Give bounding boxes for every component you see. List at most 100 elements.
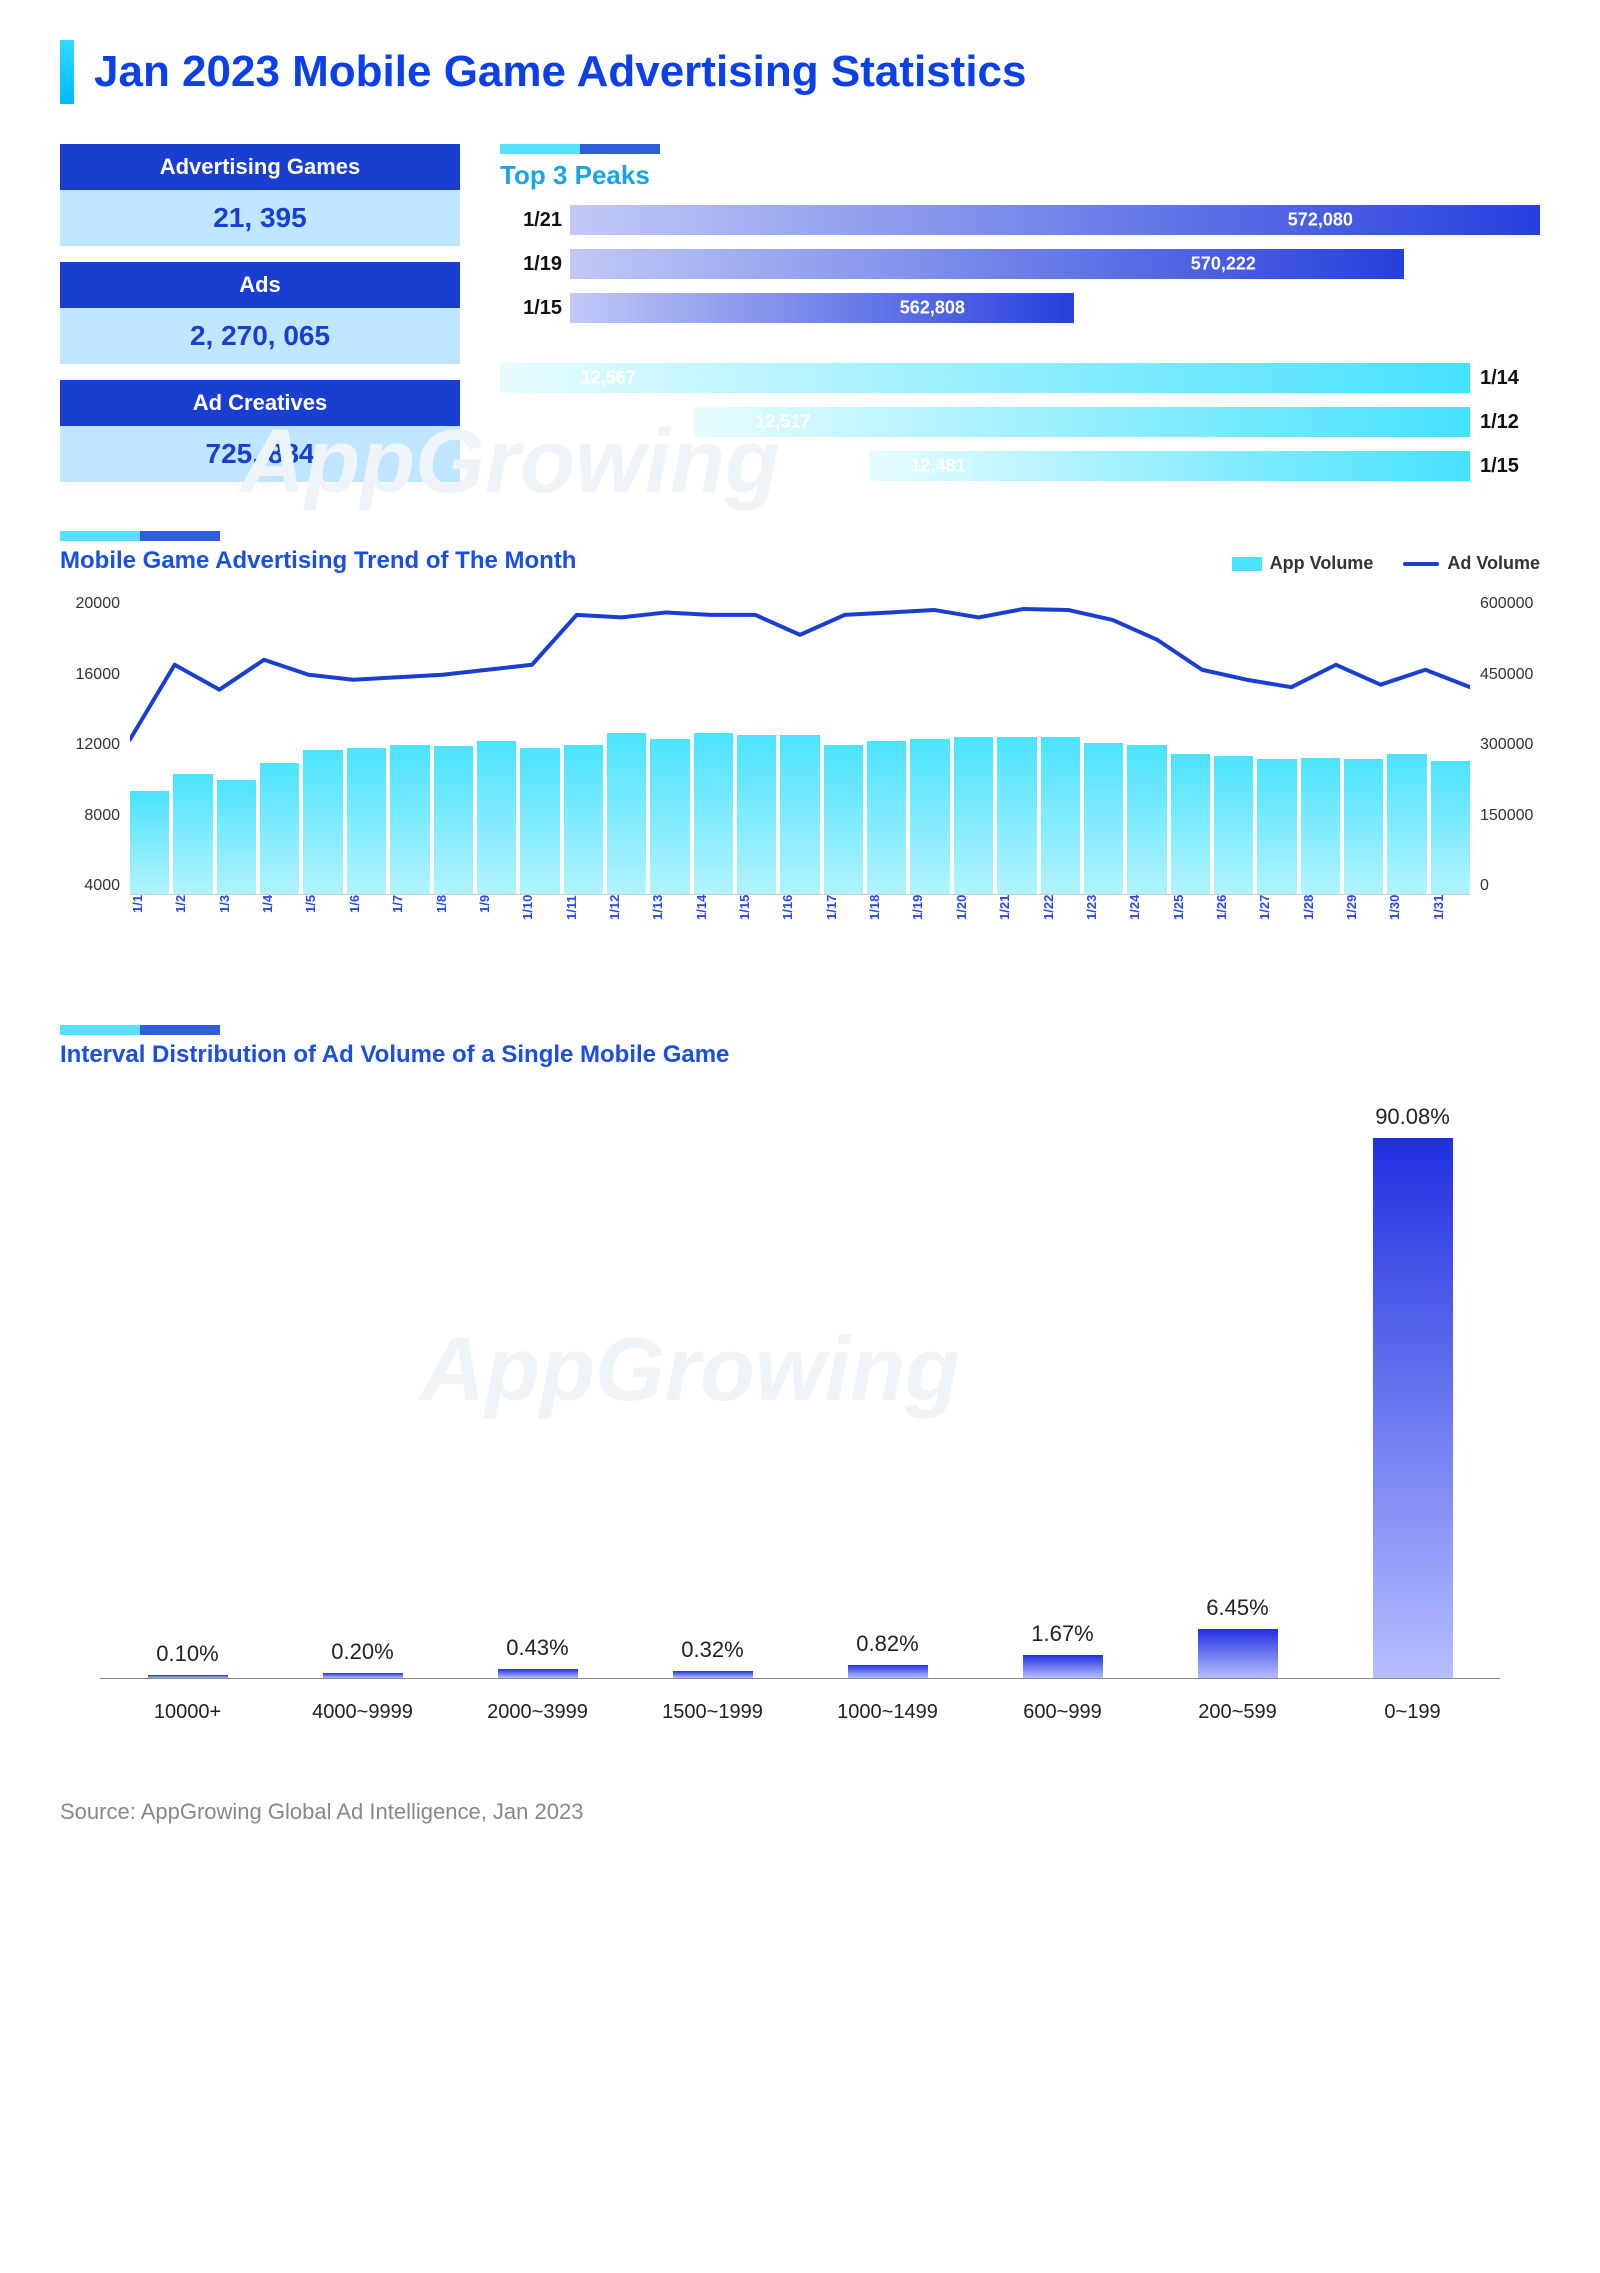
peak-row-blue: 1/19570,222 xyxy=(500,245,1540,283)
swatch-light-icon xyxy=(60,1025,140,1035)
source-footer: Source: AppGrowing Global Ad Intelligenc… xyxy=(60,1799,1540,1825)
trend-y-axis-right: 600000 450000 300000 150000 0 xyxy=(1480,595,1540,895)
interval-section: Interval Distribution of Ad Volume of a … xyxy=(60,1025,1540,1739)
interval-bar xyxy=(848,1665,928,1679)
trend-x-label: 1/6 xyxy=(347,895,386,941)
legend-app-volume: App Volume xyxy=(1232,553,1374,574)
interval-value-label: 90.08% xyxy=(1375,1104,1450,1130)
peak-row-blue: 1/21572,080 xyxy=(500,201,1540,239)
interval-plot: 0.10%0.20%0.43%0.32%0.82%1.67%6.45%90.08… xyxy=(100,1099,1500,1679)
stat-card-label: Ad Creatives xyxy=(60,380,460,426)
trend-chart-wrap: App Volume Ad Volume 2000016000120008000… xyxy=(60,595,1540,935)
peak-bar-wrap: 12,567 xyxy=(500,363,1470,393)
peak-value: 570,222 xyxy=(1191,254,1256,275)
trend-x-label: 1/23 xyxy=(1084,895,1123,941)
peak-value: 562,808 xyxy=(900,298,965,319)
trend-x-label: 1/20 xyxy=(954,895,993,941)
y-tick-left: 16000 xyxy=(60,666,120,684)
peak-bar xyxy=(570,249,1404,279)
stat-card-value: 21, 395 xyxy=(60,190,460,246)
peak-bar-wrap: 12,481 xyxy=(500,451,1470,481)
peak-row-cyan: 1/15 12,481 xyxy=(500,447,1540,485)
interval-bar xyxy=(1023,1655,1103,1678)
peak-value: 12,481 xyxy=(911,456,966,477)
trend-x-label: 1/26 xyxy=(1214,895,1253,941)
interval-x-labels: 10000+4000~99992000~39991500~19991000~14… xyxy=(100,1689,1500,1739)
interval-column: 0.20% xyxy=(275,1099,450,1678)
peak-date: 1/15 xyxy=(1470,455,1540,478)
peak-row-blue: 1/15 562,808 xyxy=(500,289,1540,327)
interval-value-label: 1.67% xyxy=(1031,1621,1093,1647)
peaks-cyan-group: 1/1412,5671/1212,5171/1512,481 xyxy=(500,359,1540,485)
title-accent-bar xyxy=(60,40,74,104)
y-tick-left: 4000 xyxy=(60,877,120,895)
peak-row-cyan: 1/1412,567 xyxy=(500,359,1540,397)
peak-bar-wrap: 12,517 xyxy=(500,407,1470,437)
interval-x-label: 200~599 xyxy=(1150,1689,1325,1739)
y-tick-right: 600000 xyxy=(1480,595,1540,613)
interval-x-label: 1000~1499 xyxy=(800,1689,975,1739)
interval-bar xyxy=(1198,1629,1278,1678)
trend-label-swatches xyxy=(60,531,1540,541)
y-tick-right: 300000 xyxy=(1480,736,1540,754)
stat-card-label: Advertising Games xyxy=(60,144,460,190)
interval-value-label: 0.10% xyxy=(156,1641,218,1667)
interval-x-label: 600~999 xyxy=(975,1689,1150,1739)
interval-bar xyxy=(498,1669,578,1678)
stat-cards-column: Advertising Games21, 395 Ads2, 270, 065 Ad… xyxy=(60,144,460,491)
interval-x-label: 1500~1999 xyxy=(625,1689,800,1739)
trend-x-label: 1/21 xyxy=(997,895,1036,941)
trend-x-label: 1/2 xyxy=(173,895,212,941)
page-title: Jan 2023 Mobile Game Advertising Statist… xyxy=(94,47,1027,97)
top-stats-row: Advertising Games21, 395 Ads2, 270, 065 Ad… xyxy=(60,144,1540,491)
swatch-dark-icon xyxy=(580,144,660,154)
interval-x-label: 4000~9999 xyxy=(275,1689,450,1739)
interval-bar xyxy=(1373,1138,1453,1678)
trend-x-labels: 1/11/21/31/41/51/61/71/81/91/101/111/121… xyxy=(130,895,1470,941)
y-tick-left: 12000 xyxy=(60,736,120,754)
peaks-blue-group: 1/21572,080 1/19570,222 1/15 562,808 xyxy=(500,201,1540,327)
trend-x-label: 1/3 xyxy=(217,895,256,941)
y-tick-right: 450000 xyxy=(1480,666,1540,684)
interval-label-swatches xyxy=(60,1025,1540,1035)
interval-column: 0.82% xyxy=(800,1099,975,1678)
trend-x-label: 1/8 xyxy=(434,895,473,941)
trend-y-axis-left: 20000160001200080004000 xyxy=(60,595,120,895)
interval-value-label: 6.45% xyxy=(1206,1595,1268,1621)
trend-chart: 20000160001200080004000 6000004500003000… xyxy=(60,595,1540,935)
interval-bar xyxy=(148,1675,228,1678)
trend-x-label: 1/27 xyxy=(1257,895,1296,941)
interval-column: 1.67% xyxy=(975,1099,1150,1678)
trend-x-label: 1/5 xyxy=(303,895,342,941)
trend-x-label: 1/22 xyxy=(1041,895,1080,941)
peak-value: 12,517 xyxy=(755,412,810,433)
peak-date: 1/14 xyxy=(1470,367,1540,390)
interval-x-label: 2000~3999 xyxy=(450,1689,625,1739)
legend-ad-line-icon xyxy=(1403,562,1439,566)
trend-x-label: 1/14 xyxy=(694,895,733,941)
trend-x-label: 1/12 xyxy=(607,895,646,941)
legend-app-swatch-icon xyxy=(1232,557,1262,571)
swatch-light-icon xyxy=(60,531,140,541)
legend-ad-label: Ad Volume xyxy=(1447,553,1540,574)
trend-plot-area xyxy=(130,595,1470,895)
trend-x-label: 1/4 xyxy=(260,895,299,941)
swatch-dark-icon xyxy=(140,531,220,541)
peak-date: 1/15 xyxy=(500,297,570,320)
trend-x-label: 1/18 xyxy=(867,895,906,941)
y-tick-right: 0 xyxy=(1480,877,1540,895)
peaks-title: Top 3 Peaks xyxy=(500,160,1540,191)
interval-column: 0.10% xyxy=(100,1099,275,1678)
interval-column: 90.08% xyxy=(1325,1099,1500,1678)
trend-x-label: 1/15 xyxy=(737,895,776,941)
peak-value: 572,080 xyxy=(1288,210,1353,231)
header: Jan 2023 Mobile Game Advertising Statist… xyxy=(60,40,1540,104)
stat-card: Ads2, 270, 065 xyxy=(60,262,460,364)
y-tick-right: 150000 xyxy=(1480,807,1540,825)
trend-x-label: 1/28 xyxy=(1301,895,1340,941)
trend-x-label: 1/30 xyxy=(1387,895,1426,941)
interval-chart: AppGrowing 0.10%0.20%0.43%0.32%0.82%1.67… xyxy=(60,1099,1540,1739)
trend-x-label: 1/7 xyxy=(390,895,429,941)
y-tick-left: 20000 xyxy=(60,595,120,613)
peak-date: 1/12 xyxy=(1470,411,1540,434)
